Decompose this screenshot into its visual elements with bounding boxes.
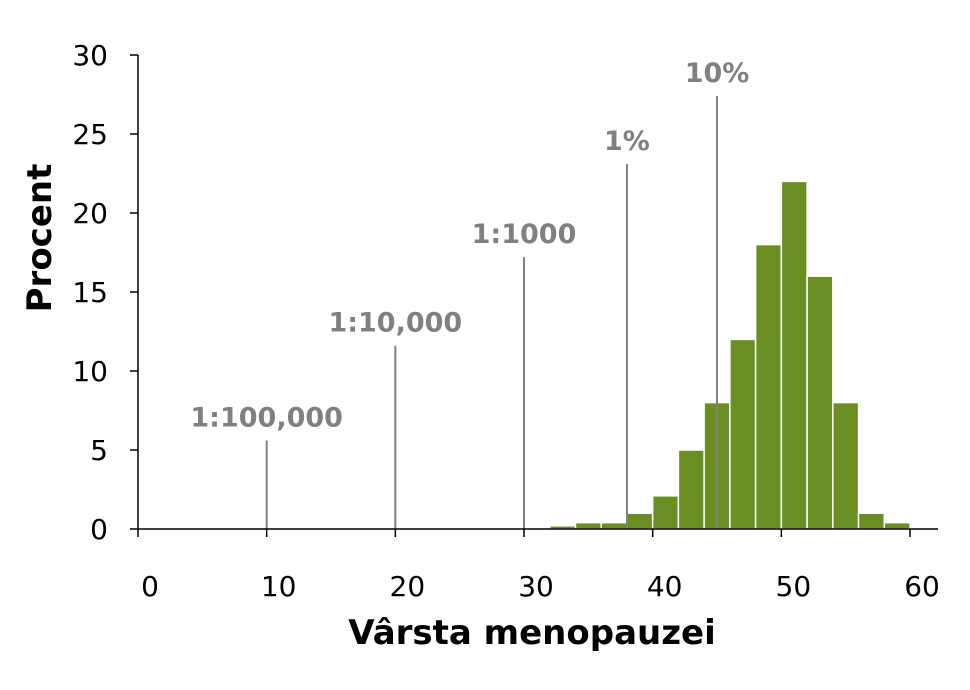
- x-tick-label: 20: [390, 570, 426, 603]
- y-axis-title: Procent: [20, 164, 60, 313]
- x-tick-label: 0: [141, 570, 159, 603]
- histogram-bar: [677, 449, 705, 530]
- y-tick-label: 0: [90, 513, 108, 546]
- x-axis-ticks: 0 10 20 30 40 50 60: [137, 529, 940, 603]
- x-tick-label: 30: [518, 570, 554, 603]
- histogram-bar: [857, 512, 886, 530]
- histogram-bar: [806, 275, 834, 530]
- percentile-marker-label: 1:1000: [472, 219, 577, 250]
- percentile-marker-label: 10%: [685, 58, 750, 89]
- percentile-marker-label: 1%: [604, 126, 650, 157]
- histogram-bar: [651, 495, 680, 530]
- histogram-bar: [600, 521, 628, 530]
- x-tick-label: 60: [904, 570, 940, 603]
- percentile-marker-label: 1:10,000: [328, 308, 462, 339]
- x-tick-label: 50: [776, 570, 812, 603]
- y-tick-label: 30: [72, 39, 108, 72]
- y-tick-label: 25: [72, 118, 108, 151]
- histogram-bar: [729, 338, 757, 530]
- percentile-marker-label: 1:100,000: [190, 403, 343, 434]
- y-axis-ticks: 0 5 10 15 20 25 30: [72, 39, 138, 546]
- histogram-bar: [574, 521, 602, 530]
- y-tick-label: 15: [72, 276, 108, 309]
- y-tick-label: 5: [90, 434, 108, 467]
- histogram-bar: [832, 401, 860, 530]
- x-tick-label: 40: [647, 570, 683, 603]
- histogram-bar: [626, 512, 654, 530]
- x-tick-label: 10: [261, 570, 297, 603]
- percentile-markers: 1:100,000 1:10,000 1:1000 1% 10%: [190, 58, 749, 529]
- y-tick-label: 20: [72, 197, 108, 230]
- histogram-bars: [548, 180, 911, 530]
- x-axis-title: Vârsta menopauzei: [348, 613, 715, 653]
- y-tick-label: 10: [72, 355, 108, 388]
- histogram-bar: [754, 243, 783, 530]
- histogram-bar: [780, 180, 808, 530]
- histogram-bar: [883, 521, 911, 530]
